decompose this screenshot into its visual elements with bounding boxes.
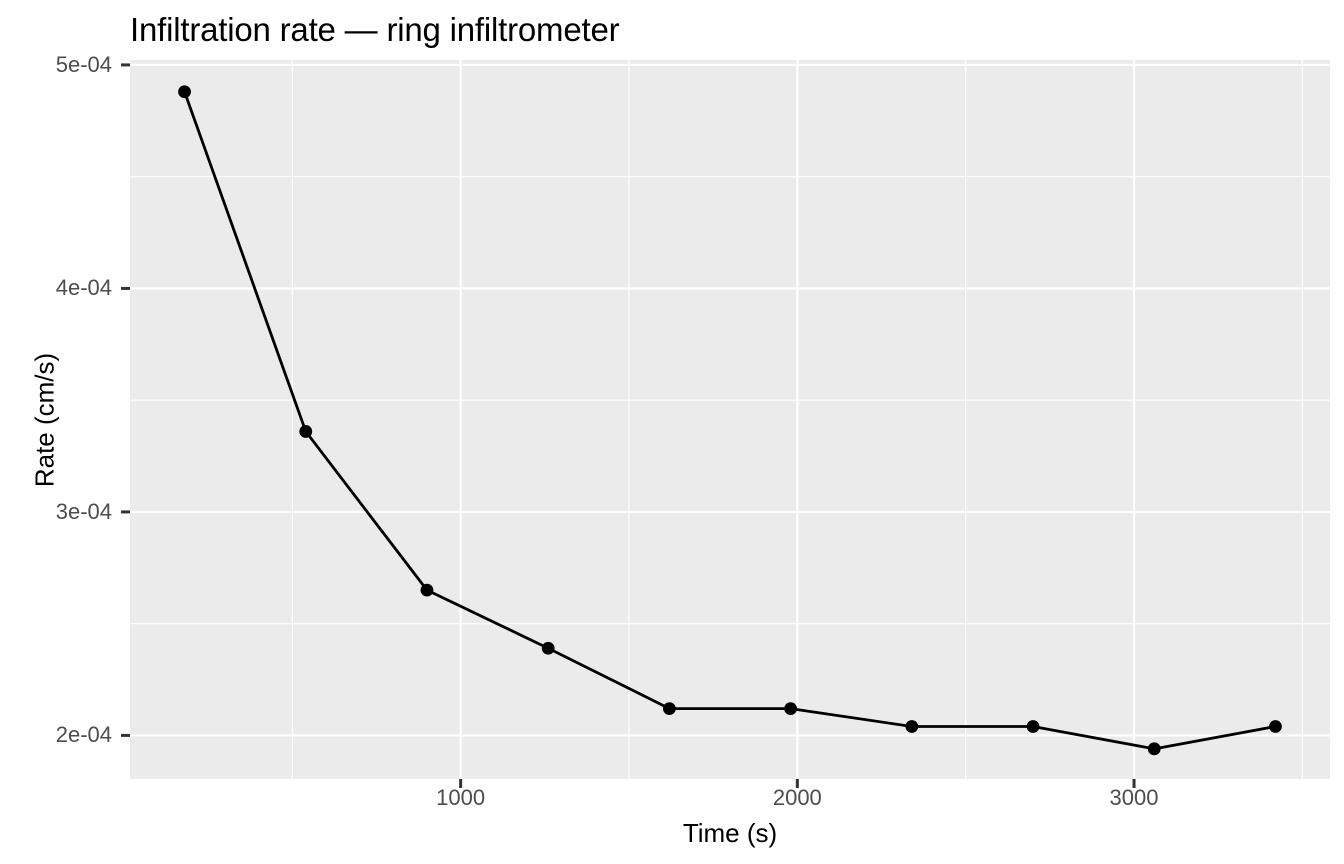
data-point — [784, 702, 798, 715]
x-tick-label: 2000 — [772, 785, 822, 810]
data-line — [183, 90, 1277, 751]
panel-background — [130, 60, 1330, 779]
data-point — [905, 720, 919, 733]
data-point — [178, 85, 191, 99]
x-tick-label: 1000 — [436, 785, 486, 810]
y-tick-label: 5e-04 — [55, 51, 112, 77]
x-axis-title: Time (s) — [0, 818, 1344, 849]
x-tick-label: 3000 — [1109, 785, 1159, 810]
data-point — [420, 583, 434, 597]
data-point — [299, 425, 313, 438]
y-tick-label: 4e-04 — [55, 275, 112, 301]
data-point — [662, 702, 676, 715]
data-point — [1269, 720, 1282, 733]
data-point — [1147, 742, 1161, 756]
y-tick-label: 3e-04 — [55, 498, 112, 524]
chart-title: Infiltration rate — ring infiltrometer — [130, 11, 620, 48]
data-point — [1026, 720, 1040, 733]
y-axis-title: Rate (cm/s) — [29, 352, 60, 488]
y-tick-label: 2e-04 — [55, 722, 112, 748]
x-axis-title-text: Time (s) — [682, 818, 778, 848]
data-point — [541, 641, 555, 655]
